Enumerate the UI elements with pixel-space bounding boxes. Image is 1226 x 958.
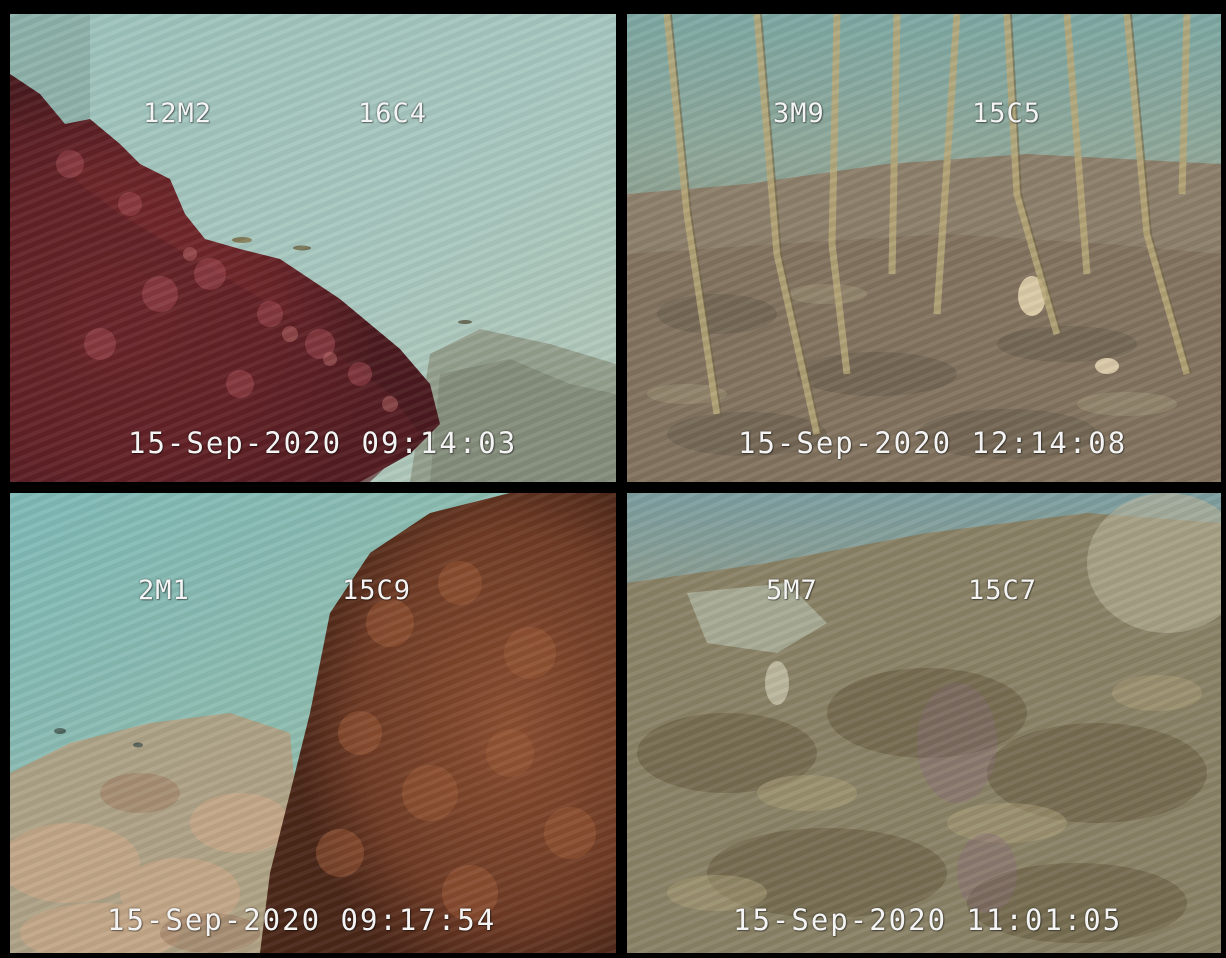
- camera-frame-2: 3M9 15C5 15-Sep-2020 12:14:08: [627, 14, 1221, 482]
- timestamp-label: 15-Sep-2020 09:17:54: [107, 903, 497, 937]
- underwater-scene-stalk-algae: [627, 14, 1221, 482]
- camera-code-label: 15C7: [968, 575, 1038, 606]
- camera-code-label: 15C9: [342, 575, 412, 606]
- camera-frame-4: 5M7 15C7 15-Sep-2020 11:01:05: [627, 493, 1221, 953]
- site-code-label: 5M7: [766, 575, 818, 606]
- timestamp-label: 15-Sep-2020 09:14:03: [128, 426, 518, 460]
- underwater-scene-red-algae: [10, 14, 616, 482]
- underwater-scene-algae-meadow: [627, 493, 1221, 953]
- underwater-scene-brown-algae: [10, 493, 616, 953]
- site-code-label: 2M1: [138, 575, 190, 606]
- timestamp-label: 15-Sep-2020 11:01:05: [733, 903, 1123, 937]
- site-code-label: 3M9: [773, 98, 825, 129]
- camera-code-label: 16C4: [358, 98, 428, 129]
- camera-code-label: 15C5: [972, 98, 1042, 129]
- timestamp-label: 15-Sep-2020 12:14:08: [738, 426, 1128, 460]
- camera-frame-3: 2M1 15C9 15-Sep-2020 09:17:54: [10, 493, 616, 953]
- site-code-label: 12M2: [143, 98, 213, 129]
- camera-frame-1: 12M2 16C4 15-Sep-2020 09:14:03: [10, 14, 616, 482]
